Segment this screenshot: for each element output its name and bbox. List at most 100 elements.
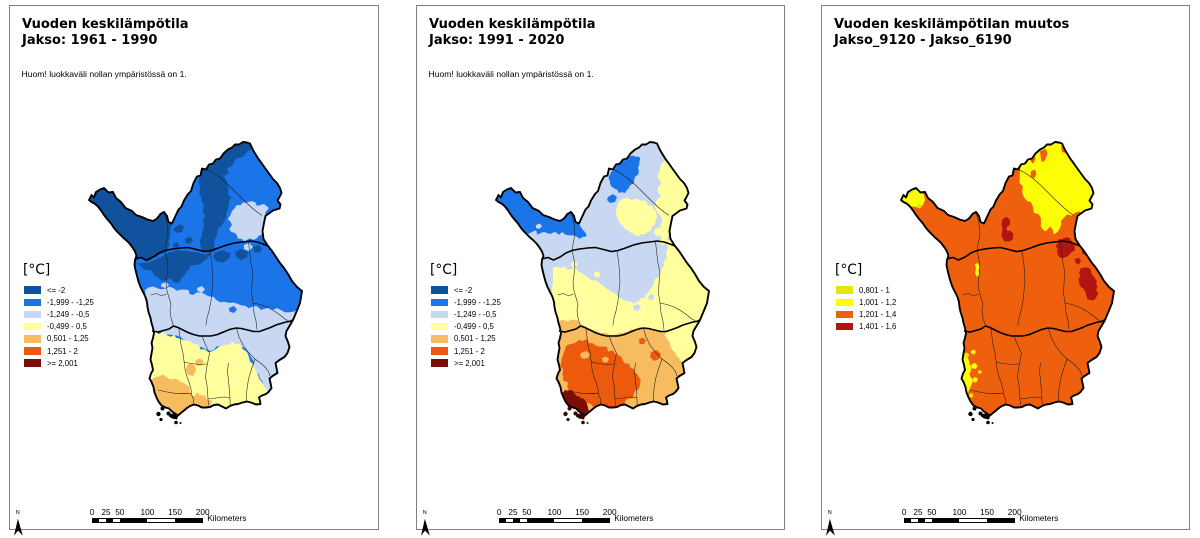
page-title: Vuoden keskilämpötila Jakso: 1991 - 2020 bbox=[429, 17, 596, 49]
class-fill-patch bbox=[973, 377, 978, 383]
legend-item: -1,249 - -0,5 bbox=[430, 308, 501, 320]
class-fill-patch bbox=[654, 227, 665, 237]
class-fill-patch bbox=[650, 350, 661, 361]
class-fill-patch bbox=[235, 248, 249, 261]
legend: [°C] 0,801 - 1 1,001 - 1,2 1,201 - 1,4 1,40… bbox=[835, 262, 896, 333]
class-fill-patch bbox=[607, 194, 617, 203]
north-arrow-icon bbox=[825, 518, 835, 536]
north-arrow: N bbox=[419, 504, 439, 537]
legend-swatch bbox=[24, 335, 41, 343]
class-fill-patch bbox=[560, 389, 589, 415]
legend-swatch bbox=[431, 359, 448, 367]
legend-label: -1,999 - -1,25 bbox=[47, 297, 94, 307]
class-fill-patch bbox=[253, 245, 262, 253]
class-fill-patch bbox=[633, 304, 641, 311]
legend-item: <= -2 bbox=[23, 284, 94, 296]
class-fill-patch bbox=[145, 286, 300, 392]
legend-label: 0,501 - 1,25 bbox=[454, 334, 496, 344]
legend-label: >= 2,001 bbox=[47, 358, 78, 368]
legend-item: 1,001 - 1,2 bbox=[835, 296, 896, 308]
legend-label: 1,251 - 2 bbox=[454, 346, 485, 356]
legend: [°C] <= -2 -1,999 - -1,25 -1,249 - -0,5 -0,… bbox=[430, 262, 501, 369]
legend-item: >= 2,001 bbox=[430, 357, 501, 369]
legend-item: >= 2,001 bbox=[23, 357, 94, 369]
class-fill-patch bbox=[917, 203, 922, 209]
north-label: N bbox=[15, 510, 20, 517]
legend-label: 1,251 - 2 bbox=[47, 346, 78, 356]
legend-label: -1,999 - -1,25 bbox=[454, 297, 501, 307]
legend-item: 1,201 - 1,4 bbox=[835, 308, 896, 320]
class-fill-patch bbox=[1030, 169, 1037, 179]
class-fill-patch bbox=[89, 177, 172, 262]
note-text: Huom! luokkaväli nollan ympäristössä on … bbox=[428, 69, 594, 79]
north-arrow-icon bbox=[13, 518, 23, 536]
class-fill-patch bbox=[602, 356, 609, 363]
class-fill-patch bbox=[173, 224, 184, 233]
class-fill-patch bbox=[969, 393, 974, 398]
legend-item: 1,401 - 1,6 bbox=[835, 321, 896, 333]
class-fill-patch bbox=[173, 242, 180, 248]
map-panel-1961-1990: Vuoden keskilämpötila Jakso: 1961 - 1990 … bbox=[9, 5, 379, 536]
legend-item: -1,999 - -1,25 bbox=[23, 296, 94, 308]
legend-label: <= -2 bbox=[454, 285, 473, 295]
legend-swatch bbox=[431, 310, 448, 319]
legend-label: -0,499 - 0,5 bbox=[47, 322, 87, 332]
legend-swatch bbox=[24, 322, 41, 331]
class-fill-patch bbox=[257, 204, 269, 213]
legend-swatch bbox=[836, 322, 853, 331]
legend-item: -1,249 - -0,5 bbox=[23, 308, 94, 320]
class-fill-patch bbox=[971, 349, 976, 355]
note-text: Huom! luokkaväli nollan ympäristössä on … bbox=[21, 69, 187, 79]
legend-item: 0,501 - 1,25 bbox=[23, 333, 94, 345]
legend-swatch bbox=[431, 347, 448, 355]
class-fill-patch bbox=[1075, 257, 1081, 265]
legend-item: 1,251 - 2 bbox=[23, 345, 94, 357]
legend-item: -1,999 - -1,25 bbox=[430, 296, 501, 308]
legend-swatch bbox=[836, 298, 853, 307]
page-title: Vuoden keskilämpötilan muutos Jakso_9120 … bbox=[834, 17, 1069, 49]
map-change bbox=[900, 141, 1115, 425]
class-fill-patch bbox=[615, 197, 658, 237]
legend-swatch bbox=[431, 322, 448, 331]
class-fill-patch bbox=[552, 238, 709, 337]
title-line2: Jakso: 1991 - 2020 bbox=[429, 32, 565, 48]
legend-label: -1,249 - -0,5 bbox=[47, 309, 90, 319]
class-fill-patch bbox=[1078, 267, 1099, 301]
legend-label: 0,501 - 1,25 bbox=[47, 334, 89, 344]
legend-label: <= -2 bbox=[47, 285, 66, 295]
class-fill-patch bbox=[963, 352, 970, 358]
north-arrow-icon bbox=[420, 518, 430, 536]
class-fill-patch bbox=[975, 263, 980, 277]
class-fill-patch bbox=[664, 320, 700, 363]
legend-title: [°C] bbox=[23, 262, 51, 278]
legend-swatch bbox=[24, 286, 41, 294]
legend: [°C] <= -2 -1,999 - -1,25 -1,249 - -0,5 -0,… bbox=[23, 262, 94, 369]
map-1961-1990 bbox=[88, 141, 303, 425]
class-fill-patch bbox=[186, 363, 196, 376]
legend-title: [°C] bbox=[430, 262, 458, 278]
class-fill-patch bbox=[185, 236, 193, 244]
north-label: N bbox=[422, 510, 427, 517]
class-fill-patch bbox=[213, 250, 231, 263]
legend-label: 1,401 - 1,6 bbox=[859, 322, 897, 332]
legend-label: 1,201 - 1,4 bbox=[859, 309, 897, 319]
class-fill-patch bbox=[134, 250, 211, 284]
map-panel-1991-2020: Vuoden keskilämpötila Jakso: 1991 - 2020 … bbox=[416, 5, 785, 536]
legend-label: >= 2,001 bbox=[454, 358, 485, 368]
legend-swatch bbox=[836, 286, 853, 294]
class-fill-patch bbox=[198, 142, 253, 253]
class-fill-patch bbox=[639, 337, 646, 344]
legend-item: -0,499 - 0,5 bbox=[23, 321, 94, 333]
north-arrow: N bbox=[824, 504, 844, 537]
class-fill-patch bbox=[161, 282, 169, 288]
title-line1: Vuoden keskilämpötilan muutos bbox=[834, 16, 1070, 32]
map-1991-2020 bbox=[495, 141, 710, 425]
legend-item: 1,251 - 2 bbox=[430, 345, 501, 357]
class-fill-patch bbox=[1001, 217, 1014, 242]
page-title: Vuoden keskilämpötila Jakso: 1961 - 1990 bbox=[22, 17, 189, 49]
legend-swatch bbox=[431, 298, 448, 307]
map-panel-change: Vuoden keskilämpötilan muutos Jakso_9120 … bbox=[821, 5, 1190, 536]
class-fill-patch bbox=[971, 363, 978, 369]
north-label: N bbox=[827, 510, 832, 517]
title-line1: Vuoden keskilämpötila bbox=[429, 16, 596, 32]
